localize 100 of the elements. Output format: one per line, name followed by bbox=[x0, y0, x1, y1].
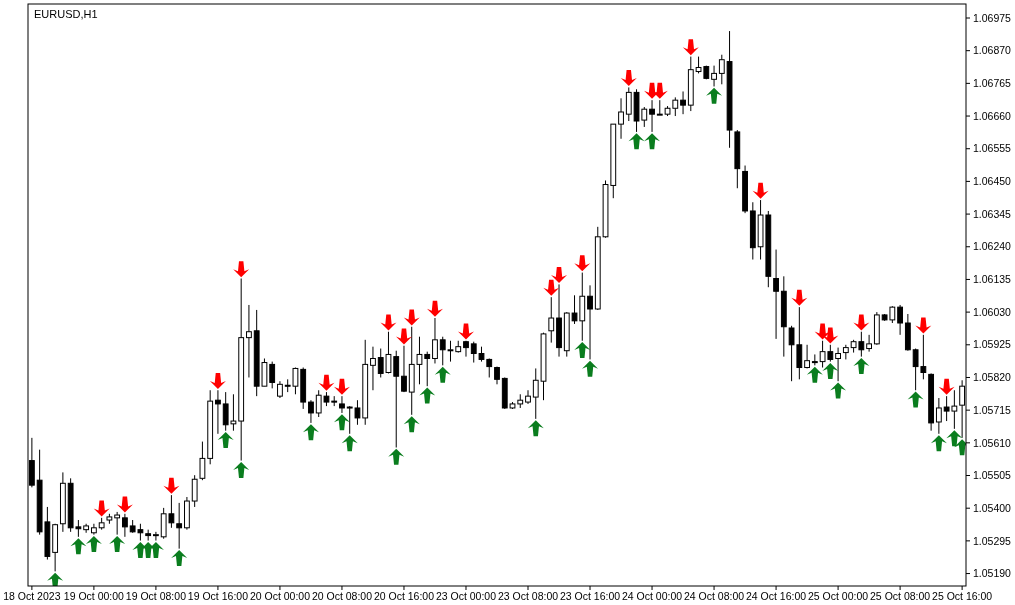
point bbox=[620, 70, 637, 87]
candlestick bbox=[680, 90, 686, 115]
candlestick bbox=[269, 361, 276, 389]
point bbox=[682, 39, 699, 56]
point bbox=[419, 387, 436, 404]
y-tick-label: 1.06975 bbox=[973, 11, 1012, 24]
candlestick bbox=[587, 284, 593, 360]
candlestick bbox=[176, 502, 183, 550]
y-tick-label: 1.06240 bbox=[973, 240, 1012, 253]
point bbox=[822, 327, 839, 344]
point bbox=[628, 133, 645, 150]
point bbox=[791, 289, 808, 306]
x-tick-label: 19 Oct 00:00 bbox=[63, 590, 125, 602]
y-tick-label: 1.06870 bbox=[973, 44, 1012, 57]
candlestick bbox=[463, 340, 469, 358]
point bbox=[233, 461, 250, 478]
candlestick bbox=[90, 523, 97, 536]
point bbox=[822, 362, 839, 379]
y-tick-label: 1.05400 bbox=[973, 501, 1012, 514]
x-tick-label: 19 Oct 08:00 bbox=[125, 590, 187, 602]
point bbox=[457, 323, 474, 340]
point bbox=[644, 133, 661, 150]
candlestick bbox=[649, 99, 655, 133]
candlestick bbox=[191, 474, 198, 508]
point bbox=[47, 572, 64, 586]
point bbox=[907, 391, 924, 408]
point bbox=[341, 435, 358, 452]
point bbox=[302, 424, 319, 441]
point bbox=[403, 416, 420, 433]
y-tick-label: 1.06555 bbox=[973, 142, 1012, 155]
point bbox=[830, 382, 847, 399]
point bbox=[163, 477, 180, 494]
point bbox=[574, 342, 591, 359]
candlestick bbox=[866, 334, 872, 353]
y-tick-label: 1.06765 bbox=[973, 77, 1012, 90]
point bbox=[388, 448, 405, 465]
point bbox=[853, 314, 870, 331]
point bbox=[806, 366, 823, 383]
point bbox=[333, 414, 350, 431]
point bbox=[551, 267, 568, 284]
point bbox=[109, 535, 126, 552]
point bbox=[426, 300, 443, 317]
candlestick bbox=[401, 345, 407, 393]
y-tick-label: 1.05820 bbox=[973, 371, 1012, 384]
point bbox=[752, 182, 769, 199]
candlestick bbox=[711, 65, 717, 87]
x-tick-label: 23 Oct 08:00 bbox=[497, 590, 559, 602]
point bbox=[853, 357, 870, 374]
y-tick-label: 1.06345 bbox=[973, 207, 1012, 220]
candlestick bbox=[935, 397, 942, 435]
point bbox=[930, 435, 947, 452]
y-tick-label: 1.06030 bbox=[973, 305, 1012, 318]
chart-title: EURUSD,H1 bbox=[34, 8, 98, 20]
point bbox=[434, 366, 451, 383]
point bbox=[333, 378, 350, 395]
point bbox=[116, 496, 133, 513]
y-tick-label: 1.05715 bbox=[973, 403, 1012, 416]
x-tick-label: 25 Oct 16:00 bbox=[932, 590, 993, 602]
x-tick-label: 19 Oct 16:00 bbox=[187, 590, 249, 602]
point bbox=[915, 317, 932, 334]
point bbox=[318, 374, 335, 391]
x-tick-label: 24 Oct 08:00 bbox=[684, 590, 745, 602]
candlestick bbox=[432, 317, 438, 364]
point bbox=[395, 328, 412, 345]
point bbox=[574, 255, 591, 272]
candlestick bbox=[897, 304, 904, 336]
x-tick-label: 23 Oct 16:00 bbox=[559, 590, 621, 602]
y-tick-label: 1.05190 bbox=[973, 567, 1012, 580]
y-tick-label: 1.06135 bbox=[973, 273, 1012, 286]
point bbox=[582, 360, 599, 377]
y-tick-label: 1.05610 bbox=[973, 436, 1012, 449]
point bbox=[380, 314, 397, 331]
candlestick bbox=[153, 531, 159, 542]
point bbox=[70, 538, 87, 555]
point bbox=[209, 372, 226, 389]
candlestick bbox=[718, 54, 725, 85]
point bbox=[233, 261, 250, 278]
point bbox=[85, 535, 102, 552]
point bbox=[403, 309, 420, 326]
x-tick-label: 20 Oct 00:00 bbox=[249, 590, 311, 602]
x-tick-label: 18 Oct 2023 bbox=[3, 590, 61, 602]
x-tick-label: 25 Oct 08:00 bbox=[870, 590, 931, 602]
candlestick bbox=[246, 304, 252, 378]
point bbox=[938, 378, 955, 395]
y-tick-label: 1.06660 bbox=[973, 109, 1012, 122]
candlestick bbox=[618, 97, 624, 140]
y-tick-label: 1.05925 bbox=[973, 338, 1012, 351]
candlestick bbox=[122, 513, 128, 538]
point bbox=[171, 549, 188, 566]
x-tick-label: 20 Oct 16:00 bbox=[373, 590, 435, 602]
candlestick bbox=[339, 395, 345, 414]
point bbox=[93, 500, 110, 517]
point bbox=[527, 420, 544, 437]
candlestick bbox=[114, 511, 121, 536]
y-tick-label: 1.05505 bbox=[973, 469, 1012, 482]
candlestick bbox=[199, 441, 206, 481]
candlestick bbox=[548, 296, 555, 344]
point bbox=[706, 87, 723, 104]
x-tick-label: 23 Oct 00:00 bbox=[435, 590, 497, 602]
x-tick-label: 25 Oct 00:00 bbox=[808, 590, 869, 602]
